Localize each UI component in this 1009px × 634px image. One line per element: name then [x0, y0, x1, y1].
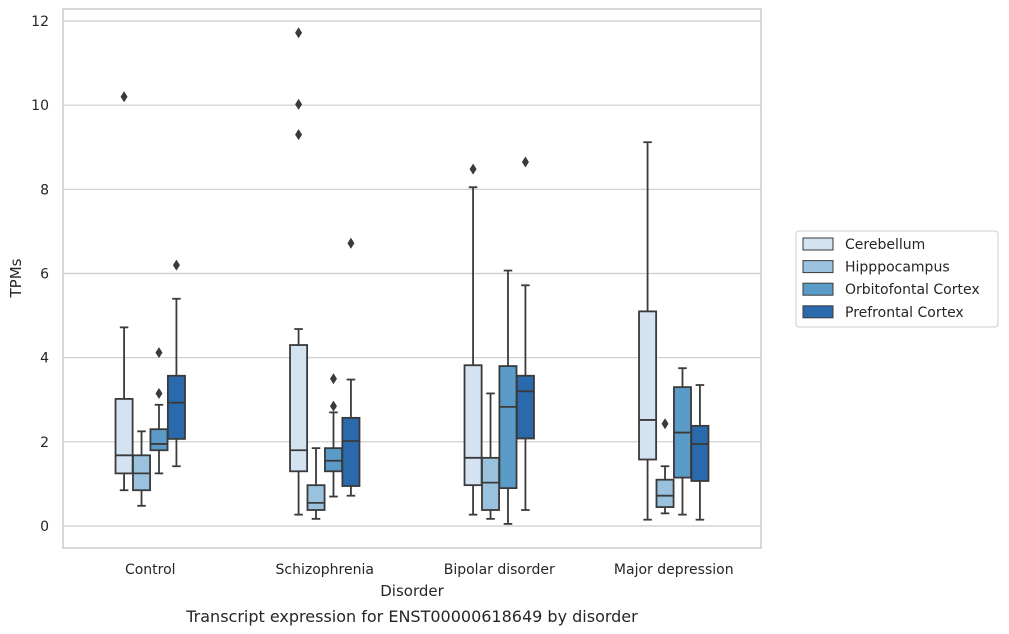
x-tick-label: Major depression	[614, 562, 734, 578]
y-tick-label: 4	[40, 351, 49, 367]
y-axis-label: TPMs	[7, 258, 25, 298]
chart-caption: Transcript expression for ENST0000061864…	[185, 607, 638, 626]
y-tick-label: 8	[40, 182, 49, 198]
box-group	[166, 259, 186, 468]
series-orbitofontal-cortex	[149, 269, 692, 525]
box	[341, 416, 361, 487]
box	[166, 374, 186, 440]
series-prefrontal-cortex	[166, 156, 710, 521]
box	[515, 374, 535, 440]
y-tick-labels: 0 2 4 6 8 10 12	[31, 14, 49, 535]
outlier-point	[172, 259, 180, 271]
box-group	[498, 269, 518, 525]
box-group	[481, 392, 500, 520]
box-group	[306, 447, 326, 520]
legend-swatch	[802, 305, 834, 319]
outlier-point	[295, 98, 303, 110]
box-group	[638, 141, 658, 521]
y-tick-label: 2	[40, 435, 49, 451]
box-group	[655, 418, 675, 515]
box	[324, 447, 343, 473]
box-group	[341, 237, 361, 497]
outlier-point	[295, 129, 303, 141]
y-tick-label: 0	[40, 519, 49, 535]
x-axis-label: Disorder	[380, 582, 444, 600]
series-hipppocampus	[132, 392, 675, 520]
box	[498, 365, 518, 490]
legend-label: Hipppocampus	[845, 260, 950, 276]
x-tick-label: Control	[125, 562, 176, 578]
box-group	[690, 384, 710, 521]
y-tick-label: 12	[31, 14, 49, 30]
outlier-point	[329, 400, 337, 412]
outlier-point	[155, 387, 163, 399]
outlier-point	[155, 347, 163, 359]
box-group	[463, 163, 483, 516]
series-cerebellum	[114, 27, 658, 521]
x-tick-label: Schizophrenia	[276, 562, 374, 578]
legend-swatch	[802, 237, 834, 251]
box-series	[114, 27, 710, 525]
outlier-point	[329, 373, 337, 385]
legend-swatch	[802, 260, 834, 274]
box-group	[132, 430, 151, 507]
legend-label: Cerebellum	[845, 237, 925, 253]
x-tick-label: Bipolar disorder	[444, 562, 555, 578]
legend-swatch	[802, 282, 834, 296]
box-group	[515, 156, 535, 511]
box-group	[114, 91, 134, 492]
box	[690, 424, 710, 482]
outlier-point	[295, 27, 303, 39]
outlier-point	[661, 418, 669, 430]
box-group	[673, 367, 692, 516]
plot-frame	[62, 8, 762, 549]
legend-label: Orbitofontal Cortex	[845, 282, 980, 298]
outlier-point	[120, 91, 128, 103]
box	[149, 428, 169, 452]
box	[114, 398, 134, 475]
y-tick-label: 6	[40, 267, 49, 283]
outlier-point	[347, 237, 355, 249]
legend-frame	[795, 230, 999, 328]
legend-label: Prefrontal Cortex	[845, 305, 964, 321]
x-tick-labels: Control Schizophrenia Bipolar disorder Majo…	[125, 562, 734, 578]
outlier-point	[521, 156, 529, 168]
box-group	[324, 373, 343, 498]
grid-lines	[63, 20, 761, 527]
box-group	[289, 27, 309, 516]
box	[481, 456, 500, 511]
box	[638, 310, 658, 461]
box-group	[149, 347, 169, 475]
legend: Cerebellum Hipppocampus Orbitofontal Corte…	[795, 230, 999, 328]
box	[655, 478, 675, 508]
outlier-point	[469, 163, 477, 175]
box	[306, 484, 326, 511]
box	[289, 344, 309, 473]
y-tick-label: 10	[31, 98, 49, 114]
box	[463, 364, 483, 487]
